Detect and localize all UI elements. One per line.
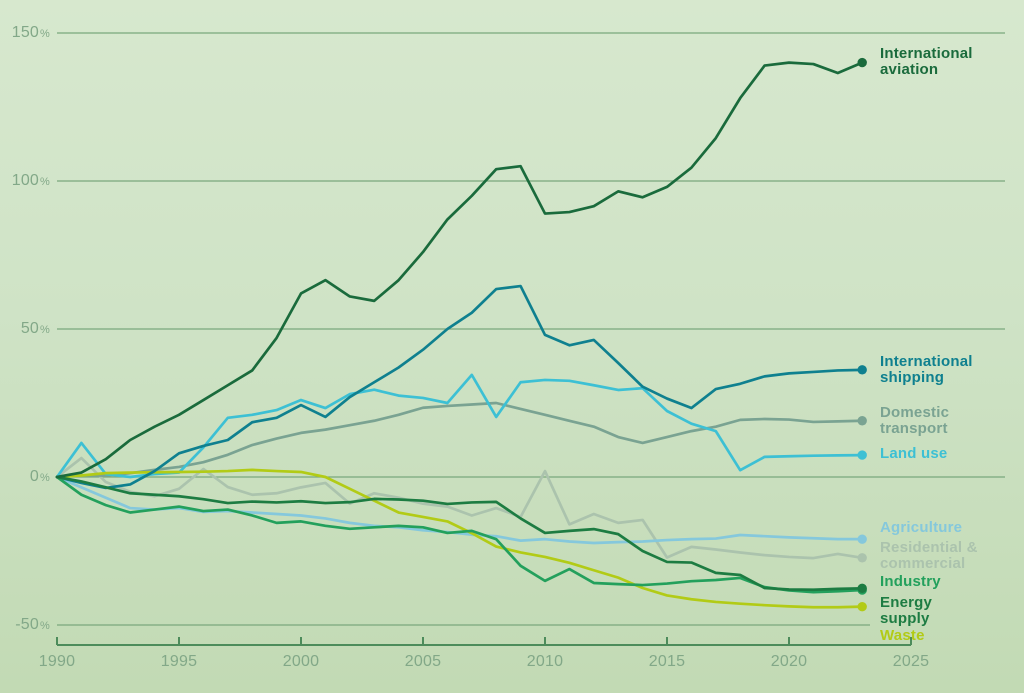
x-axis-tick-label: 2025: [892, 653, 930, 670]
series-line-domestic-transport: [55, 401, 864, 479]
series-label-residential-commercial: Residential & commercial: [880, 539, 978, 572]
x-axis-tick-label: 2005: [404, 653, 442, 670]
x-axis-tick-label: 2010: [526, 653, 564, 670]
series-end-dot-land-use: [857, 450, 867, 460]
percent-suffix: %: [40, 620, 50, 632]
x-axis-tick-label: 2020: [770, 653, 808, 670]
x-axis-tick-label: 2000: [282, 653, 320, 670]
series-end-dot-agriculture: [857, 534, 867, 544]
y-axis-tick-label: 100%: [11, 172, 50, 189]
percent-suffix: %: [40, 28, 50, 40]
y-axis-tick-label: -50%: [15, 616, 50, 633]
x-axis-tick-label: 1995: [160, 653, 198, 670]
series-line-land-use: [55, 373, 864, 479]
percent-suffix: %: [40, 324, 50, 336]
percent-suffix: %: [40, 176, 50, 188]
series-end-dot-energy-supply: [857, 583, 867, 593]
series-end-dot-international-shipping: [857, 365, 867, 375]
series-end-dot-residential-commercial: [857, 553, 867, 563]
series-label-agriculture: Agriculture: [880, 519, 963, 536]
series-line-international-shipping: [55, 284, 864, 490]
y-axis-tick-label: 0%: [29, 468, 50, 485]
x-axis-tick-label: 1990: [38, 653, 76, 670]
series-label-domestic-transport: Domestic transport: [880, 404, 950, 437]
series-line-international-aviation: [55, 61, 864, 479]
series-line-waste: [55, 468, 864, 609]
series-label-international-shipping: International shipping: [880, 353, 973, 386]
series-end-dot-waste: [857, 601, 867, 612]
series-label-waste: Waste: [880, 627, 925, 644]
y-axis-tick-label: 150%: [11, 24, 50, 41]
series-label-international-aviation: International aviation: [880, 45, 973, 78]
series-line-energy-supply: [55, 475, 864, 592]
series-label-industry: Industry: [880, 573, 941, 590]
y-axis-tick-label: 50%: [20, 320, 50, 337]
x-axis-tick-label: 2015: [648, 653, 686, 670]
series-line-residential-commercial: [55, 456, 864, 560]
series-end-dot-international-aviation: [857, 57, 867, 68]
series-line-industry: [55, 475, 864, 594]
series-label-land-use: Land use: [880, 445, 948, 462]
series-label-energy-supply: Energy supply: [880, 594, 933, 627]
series-end-dot-domestic-transport: [857, 416, 867, 426]
percent-suffix: %: [40, 472, 50, 484]
